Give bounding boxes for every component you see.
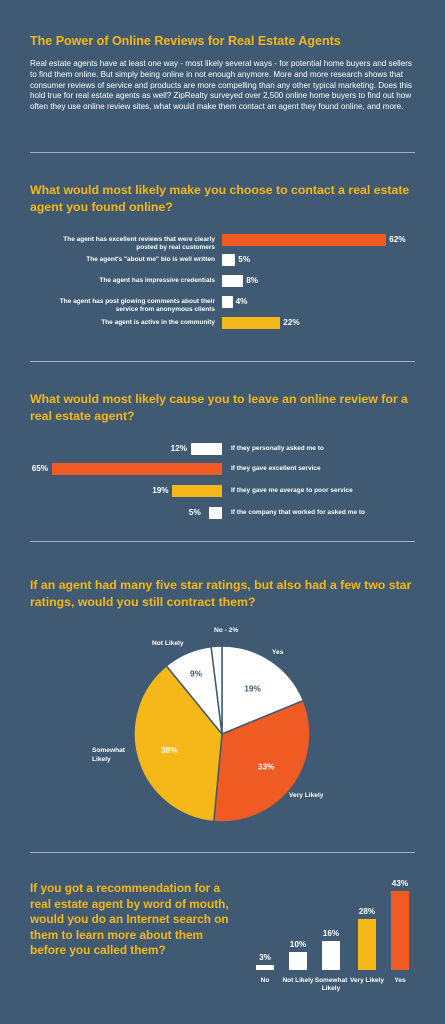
pie-slice [133,664,223,823]
slice-value-label: 38% [161,745,178,755]
bar [222,296,233,308]
slice-category-label: Yes [272,649,284,656]
bar [222,317,281,329]
pie-slice [221,645,305,736]
slice-value-label: 9% [190,668,203,678]
value-label: 3% [259,952,271,962]
chart1-question: What would most likely make you choose t… [30,183,410,214]
category-label: Not Likely [282,977,314,984]
bar [51,463,222,475]
divider [30,361,415,362]
value-label: 19% [152,486,169,495]
value-label: 5% [238,255,251,264]
slice-category-label: Somewhat Likely [92,747,126,763]
bar-label: The agent's "about me" bio is well writt… [86,256,215,263]
bar [190,443,222,455]
bar-label: The agent has excellent reviews that wer… [63,236,215,251]
value-label: 28% [358,906,376,916]
category-label: Yes [394,977,406,984]
bar [391,890,409,970]
bar [256,964,274,970]
bar-label: If they personally asked me to [231,445,324,452]
value-label: 12% [170,444,187,453]
divider [30,852,415,853]
chart4-question: If you got a recommendation for a real e… [30,881,229,958]
value-label: 5% [188,508,201,517]
bar-label: If they gave excellent service [231,465,321,472]
pie-slice [210,645,223,735]
page-title: The Power of Online Reviews for Real Est… [30,34,341,48]
category-label: Somewhat Likely [314,977,348,992]
divider [30,152,415,153]
bar [322,940,340,970]
value-label: 16% [322,928,340,938]
value-label: 43% [391,878,409,888]
bar [289,951,307,970]
chart2-question: What would most likely cause you to leav… [30,392,408,423]
slice-value-label: 19% [244,683,261,693]
slice-value-label: 33% [258,762,275,772]
value-label: 65% [31,464,49,473]
bar-label: The agent is active in the community [101,319,215,326]
value-label: 4% [235,297,248,306]
bar [172,485,222,497]
chart3-question: If an agent had many five star ratings, … [30,578,412,609]
divider [30,541,415,542]
slice-category-label: Not Likely [152,640,184,647]
chart3-pie: 19% Yes 33% Very Likely 38% Somewhat Likely 9% N… [92,627,324,823]
bar-label: If the company that worked for asked me … [231,509,365,516]
value-label: 62% [389,235,406,244]
bar-label: The agent has impressive credentials [99,277,215,284]
bar [208,507,222,519]
category-label: Very Likely [350,977,384,984]
bar-label: The agent has post glowing comments abou… [59,298,215,313]
value-label: 8% [246,276,259,285]
intro-paragraph: Real estate agents have at least one way… [30,59,412,112]
bar [222,275,244,287]
bar [358,918,376,970]
slice-category-label: No - 2% [214,627,238,634]
slice-category-label: Very Likely [289,792,324,799]
pie-slice [212,699,311,823]
bar [222,254,236,266]
category-label: No [260,977,270,984]
value-label: 22% [283,318,300,327]
value-label: 10% [289,939,307,949]
bar-label: If they gave me average to poor service [231,487,353,494]
bar [222,234,387,246]
